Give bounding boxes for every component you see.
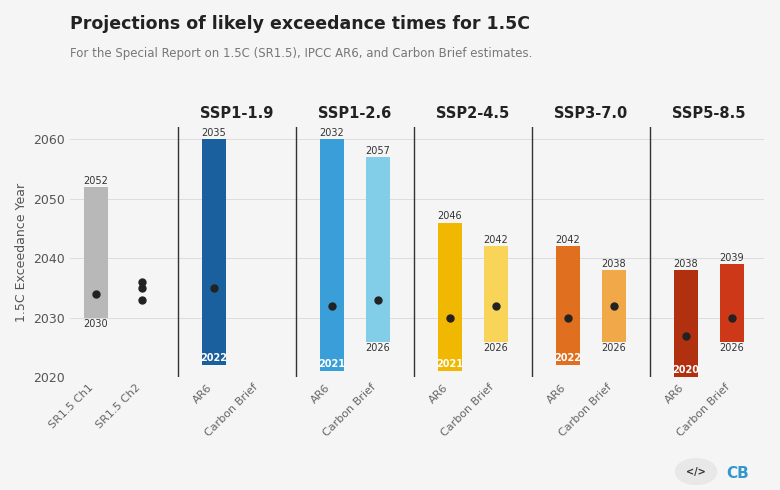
- Bar: [602, 270, 626, 342]
- Text: </>: </>: [686, 466, 706, 477]
- Text: 2038: 2038: [673, 259, 698, 269]
- Bar: [202, 139, 225, 366]
- Text: 2035: 2035: [201, 128, 226, 138]
- Text: 2030: 2030: [83, 319, 108, 329]
- Text: 2021: 2021: [318, 359, 346, 369]
- Text: 2057: 2057: [366, 146, 391, 156]
- Text: 2039: 2039: [720, 253, 744, 263]
- Y-axis label: 1.5C Exceedance Year: 1.5C Exceedance Year: [15, 183, 28, 322]
- Text: SSP1-2.6: SSP1-2.6: [318, 106, 392, 121]
- Bar: [674, 270, 698, 377]
- Text: SSP1-1.9: SSP1-1.9: [200, 106, 274, 121]
- Text: 2042: 2042: [484, 235, 509, 245]
- Text: SSP2-4.5: SSP2-4.5: [436, 106, 509, 121]
- Text: 2021: 2021: [436, 359, 463, 369]
- Circle shape: [675, 459, 717, 485]
- Text: 2052: 2052: [83, 176, 108, 186]
- Text: 2042: 2042: [555, 235, 580, 245]
- Bar: [720, 264, 744, 342]
- Bar: [366, 157, 390, 342]
- Text: 2032: 2032: [319, 128, 344, 138]
- Text: 2022: 2022: [200, 353, 227, 363]
- Text: For the Special Report on 1.5C (SR1.5), IPCC AR6, and Carbon Brief estimates.: For the Special Report on 1.5C (SR1.5), …: [70, 47, 533, 60]
- Bar: [438, 222, 462, 371]
- Text: SSP3-7.0: SSP3-7.0: [555, 106, 627, 121]
- Text: Projections of likely exceedance times for 1.5C: Projections of likely exceedance times f…: [70, 15, 530, 33]
- Text: SSP5-8.5: SSP5-8.5: [672, 106, 746, 121]
- Bar: [555, 246, 580, 366]
- Text: 2046: 2046: [438, 211, 462, 221]
- Text: 2022: 2022: [555, 353, 581, 363]
- Text: 2026: 2026: [601, 343, 626, 353]
- Text: 2026: 2026: [720, 343, 744, 353]
- Text: 2020: 2020: [672, 365, 699, 375]
- Text: 2038: 2038: [601, 259, 626, 269]
- Bar: [320, 139, 344, 371]
- Bar: [484, 246, 508, 342]
- Text: 2026: 2026: [484, 343, 509, 353]
- Bar: [83, 187, 108, 318]
- Text: CB: CB: [726, 466, 749, 481]
- Text: 2026: 2026: [366, 343, 390, 353]
